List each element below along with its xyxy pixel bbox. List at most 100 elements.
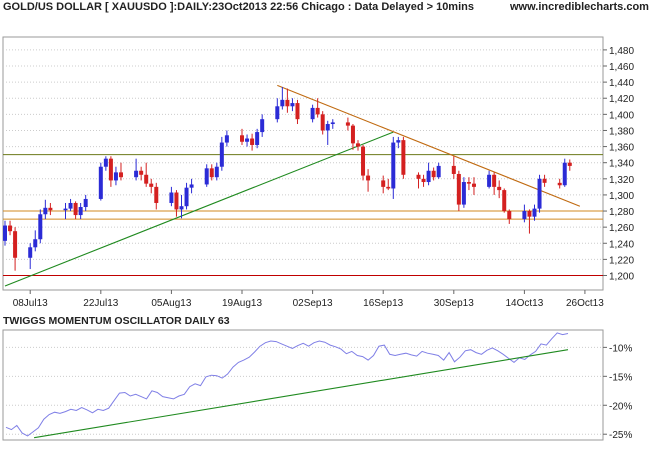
candle-body: [487, 174, 492, 187]
candle-body: [184, 187, 189, 207]
candle-body: [250, 138, 255, 145]
candle-body: [320, 114, 325, 131]
price-y-tick-label: 1,400: [609, 110, 634, 121]
candle-body: [240, 135, 245, 142]
candle-body: [285, 99, 290, 107]
candle-body: [466, 182, 471, 184]
candle-body: [492, 174, 497, 187]
candle-body: [537, 178, 542, 209]
candle-body: [451, 165, 456, 174]
candle-body: [8, 225, 13, 232]
candle-body: [78, 207, 83, 216]
candle-body: [108, 158, 113, 181]
candle-body: [436, 165, 441, 178]
candle-body: [507, 211, 512, 220]
candle-body: [98, 166, 103, 199]
oscillator-plot-frame: [2, 329, 604, 441]
candle-body: [391, 142, 396, 189]
candle-body: [33, 239, 38, 248]
candle-body: [204, 168, 209, 185]
candle-body: [471, 183, 476, 187]
candle-body: [38, 214, 43, 240]
candle-body: [557, 182, 562, 186]
candle-body: [68, 202, 73, 209]
candle-body: [381, 180, 386, 187]
candle-body: [386, 186, 391, 189]
candle-body: [245, 138, 250, 142]
oscillator-y-tick-label: -15%: [609, 372, 632, 383]
candle-body: [255, 132, 260, 145]
candle-body: [73, 202, 78, 216]
oscillator-title: TWIGGS MOMENTUM OSCILLATOR DAILY 63: [3, 315, 230, 327]
candle-body: [315, 107, 320, 115]
candle-body: [456, 173, 461, 205]
website-link[interactable]: www.incrediblecharts.com: [510, 1, 649, 13]
candle-body: [421, 178, 426, 183]
candle-body: [280, 99, 285, 107]
candle-body: [214, 166, 219, 178]
candle-body: [154, 186, 159, 203]
candle-body: [366, 175, 371, 181]
price-x-tick-label: 30Sep13: [434, 298, 474, 309]
candle-body: [527, 211, 532, 217]
candle-body: [103, 158, 108, 167]
price-trend-line: [4, 131, 394, 287]
candle-body: [189, 184, 194, 188]
candle-body: [209, 168, 214, 178]
candle-body: [310, 107, 315, 120]
candle-body: [497, 186, 502, 191]
candle-body: [219, 142, 224, 167]
price-y-tick-label: 1,260: [609, 223, 634, 234]
price-y-tick-label: 1,220: [609, 255, 634, 266]
price-x-tick-label: 05Aug13: [151, 298, 191, 309]
candle-body: [174, 192, 179, 210]
candle-body: [275, 106, 280, 120]
price-trend-line: [277, 84, 581, 207]
oscillator-y-tick-label: -20%: [609, 401, 632, 412]
candle-body: [502, 190, 507, 212]
price-x-tick-label: 16Sep13: [363, 298, 403, 309]
price-y-tick-label: 1,240: [609, 239, 634, 250]
price-x-tick-label: 08Jul13: [13, 298, 48, 309]
price-y-tick-label: 1,460: [609, 62, 634, 73]
price-y-tick-label: 1,340: [609, 159, 634, 170]
candle-body: [355, 143, 360, 147]
candle-body: [542, 178, 547, 183]
candle-body: [179, 206, 184, 210]
price-y-tick-label: 1,420: [609, 94, 634, 105]
candle-body: [361, 146, 366, 176]
candle-body: [532, 208, 537, 217]
oscillator-line: [5, 332, 569, 437]
candle-body: [28, 247, 33, 258]
price-y-tick-label: 1,280: [609, 207, 634, 218]
candle-body: [43, 207, 48, 215]
candle-body: [295, 103, 300, 120]
price-x-tick-label: 26Oct13: [566, 298, 604, 309]
candle-body: [149, 183, 154, 187]
candle-body: [290, 103, 295, 107]
candle-body: [330, 122, 335, 125]
candle-body: [345, 122, 350, 126]
candle-body: [134, 170, 139, 178]
candle-body: [169, 192, 174, 203]
candle-body: [396, 140, 401, 143]
candle-body: [13, 231, 18, 258]
oscillator-y-tick-label: -10%: [609, 343, 632, 354]
candle-body: [83, 198, 88, 208]
candle-body: [426, 170, 431, 183]
candle-body: [431, 170, 436, 178]
price-y-tick-label: 1,300: [609, 191, 634, 202]
candle-body: [461, 182, 466, 205]
oscillator-trend-line: [34, 349, 569, 439]
price-y-tick-label: 1,380: [609, 126, 634, 137]
candle-body: [416, 174, 421, 179]
price-y-tick-label: 1,480: [609, 46, 634, 57]
price-x-tick-label: 14Oct13: [505, 298, 543, 309]
candle-body: [113, 172, 118, 181]
price-x-tick-label: 02Sep13: [293, 298, 333, 309]
candle-body: [118, 172, 123, 178]
oscillator-y-tick-label: -25%: [609, 430, 632, 441]
candle-body: [562, 162, 567, 186]
candle-body: [3, 225, 7, 241]
